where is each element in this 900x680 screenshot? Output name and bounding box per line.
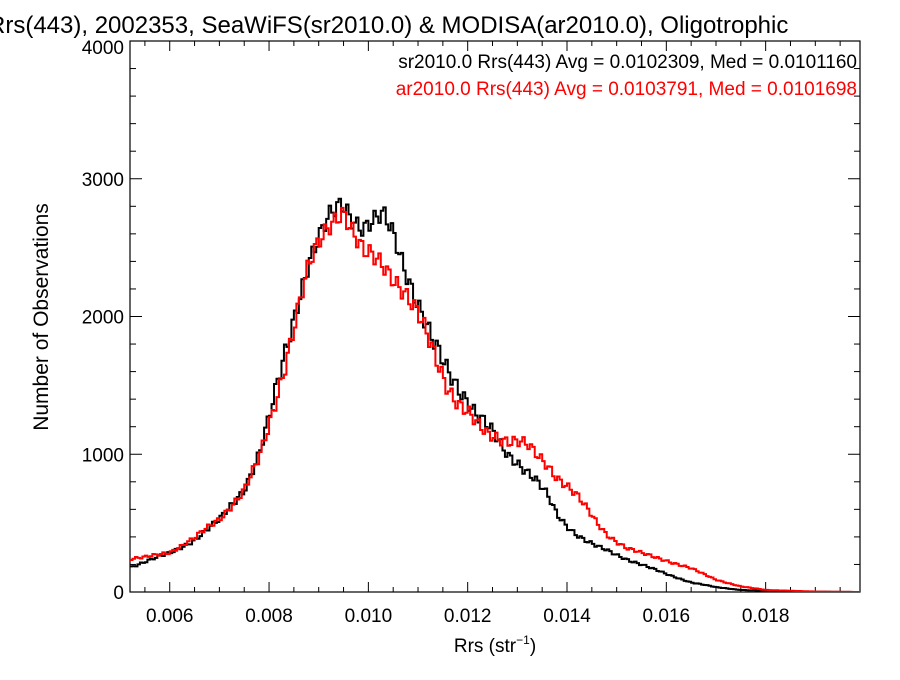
plot-border <box>129 40 861 593</box>
y-tick-label: 3000 <box>82 170 124 191</box>
x-axis-label-superscript: −1 <box>516 633 530 647</box>
y-tick-label: 1000 <box>82 445 124 466</box>
plot-frame <box>129 40 861 593</box>
x-tick-label: 0.014 <box>543 606 591 627</box>
x-tick-label: 0.006 <box>146 606 194 627</box>
x-tick-label: 0.012 <box>444 606 492 627</box>
legend: sr2010.0 Rrs(443) Avg = 0.0102309, Med =… <box>396 52 857 100</box>
y-axis-label: Number of Observations <box>30 203 53 431</box>
x-axis-label-text: Rrs (str <box>454 636 517 657</box>
y-tick-label: 0 <box>113 583 124 604</box>
x-tick-label: 0.010 <box>345 606 393 627</box>
x-axis-label: Rrs (str−1) <box>454 633 536 657</box>
x-tick-label: 0.016 <box>643 606 691 627</box>
x-tick-label: 0.018 <box>742 606 790 627</box>
legend-entry-sr2010: sr2010.0 Rrs(443) Avg = 0.0102309, Med =… <box>398 52 857 73</box>
y-tick-label: 2000 <box>82 308 124 329</box>
x-tick-label: 0.008 <box>245 606 293 627</box>
x-axis: 0.006 0.008 0.010 0.012 0.014 0.016 0.018 <box>144 41 841 627</box>
chart-title: Rrs(443), 2002353, SeaWiFS(sr2010.0) & M… <box>0 12 788 39</box>
y-tick-label: 4000 <box>82 38 124 59</box>
series-line-ar2010 <box>130 206 860 592</box>
legend-entry-ar2010: ar2010.0 Rrs(443) Avg = 0.0103791, Med =… <box>396 79 857 100</box>
y-axis: 0 1000 2000 3000 4000 <box>82 38 860 604</box>
series-line-sr2010 <box>130 197 860 592</box>
x-axis-label-close: ) <box>530 636 536 657</box>
series-layer <box>130 197 860 592</box>
